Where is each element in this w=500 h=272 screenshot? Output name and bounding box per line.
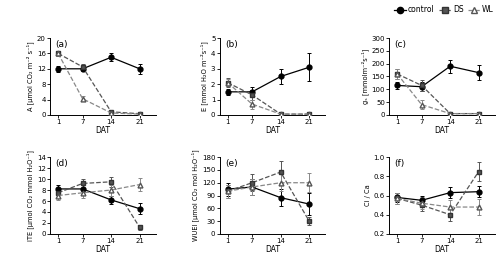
Y-axis label: E [mmol H₂O m⁻²s⁻¹]: E [mmol H₂O m⁻²s⁻¹]	[200, 42, 208, 112]
X-axis label: DAT: DAT	[265, 126, 280, 135]
X-axis label: DAT: DAT	[434, 126, 450, 135]
Y-axis label: Ci / Ca: Ci / Ca	[365, 185, 371, 206]
Text: (e): (e)	[225, 159, 237, 168]
X-axis label: DAT: DAT	[96, 245, 110, 255]
Text: (a): (a)	[56, 40, 68, 50]
Y-axis label: gₛ [mmolm⁻²s⁻¹]: gₛ [mmolm⁻²s⁻¹]	[361, 49, 368, 104]
Y-axis label: A [μmol CO₂ m⁻² s⁻¹]: A [μmol CO₂ m⁻² s⁻¹]	[26, 42, 34, 111]
Text: (d): (d)	[56, 159, 68, 168]
Text: (f): (f)	[394, 159, 404, 168]
Y-axis label: ITE [μmol CO₂ mmol H₂O⁻¹]: ITE [μmol CO₂ mmol H₂O⁻¹]	[26, 150, 34, 241]
Legend: control, DS, WL: control, DS, WL	[394, 5, 494, 14]
Text: (b): (b)	[225, 40, 237, 50]
Text: (c): (c)	[394, 40, 406, 50]
X-axis label: DAT: DAT	[434, 245, 450, 255]
Y-axis label: WUEI [μmol CO₂ mol H₂O⁻¹]: WUEI [μmol CO₂ mol H₂O⁻¹]	[192, 150, 199, 241]
X-axis label: DAT: DAT	[265, 245, 280, 255]
X-axis label: DAT: DAT	[96, 126, 110, 135]
